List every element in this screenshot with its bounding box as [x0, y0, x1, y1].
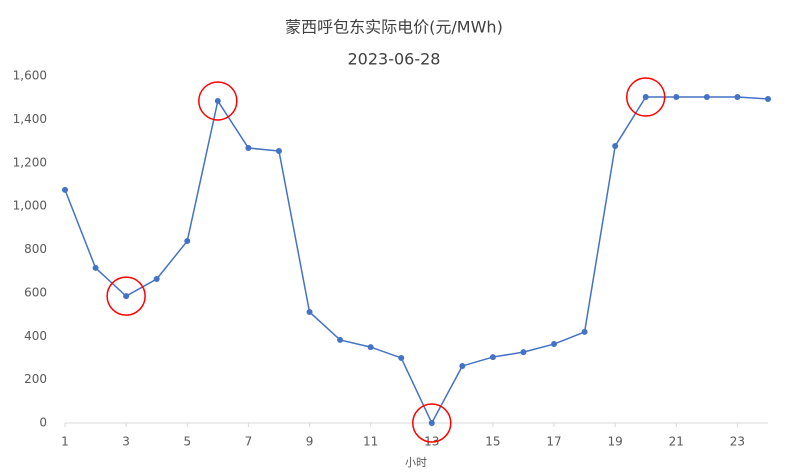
- point: [520, 349, 527, 356]
- highlight-circle: [198, 81, 238, 121]
- x-tick-label: 1: [61, 435, 69, 449]
- point: [612, 143, 619, 150]
- x-tick-label: 9: [306, 435, 314, 449]
- x-tick-label: 5: [183, 435, 191, 449]
- point: [123, 293, 130, 300]
- point: [92, 264, 99, 271]
- point: [184, 238, 191, 245]
- point: [459, 362, 466, 369]
- point: [337, 336, 344, 343]
- x-tick-label: 19: [608, 435, 623, 449]
- point: [214, 97, 221, 104]
- y-tick-label: 1,600: [13, 69, 47, 83]
- point: [734, 94, 741, 101]
- x-tick-label: 15: [485, 435, 500, 449]
- line: [64, 96, 769, 425]
- y-tick-label: 800: [24, 242, 47, 256]
- x-tick-label: 23: [730, 435, 745, 449]
- point: [765, 95, 771, 102]
- x-tick-label: 3: [122, 435, 130, 449]
- x-tick-label: 11: [363, 435, 378, 449]
- point: [428, 420, 435, 426]
- point: [306, 308, 313, 315]
- point: [398, 354, 405, 361]
- point: [153, 275, 160, 282]
- point: [551, 341, 558, 348]
- chart-title: 蒙西呼包东实际电价(元/MWh): [285, 18, 503, 37]
- point: [489, 354, 496, 361]
- y-tick-label: 1,200: [13, 155, 47, 169]
- x-tick-label: 7: [245, 435, 253, 449]
- x-axis-label: 小时: [405, 456, 427, 469]
- y-tick-label: 400: [24, 329, 47, 343]
- y-tick-label: 1,400: [13, 112, 47, 126]
- chart-subtitle: 2023-06-28: [348, 50, 441, 69]
- point: [275, 148, 282, 155]
- point: [642, 94, 649, 101]
- highlight-circle: [106, 276, 146, 316]
- y-tick-label: 600: [24, 285, 47, 299]
- point: [367, 344, 374, 351]
- point: [245, 145, 252, 152]
- y-tick-label: 200: [24, 372, 47, 386]
- highlight-circle: [412, 403, 452, 443]
- point: [673, 94, 680, 101]
- y-tick-label: 1,000: [13, 199, 47, 213]
- x-tick-label: 21: [669, 435, 684, 449]
- point: [581, 328, 588, 335]
- point: [62, 186, 68, 193]
- x-tick-label: 17: [546, 435, 561, 449]
- highlight-circle: [625, 77, 666, 117]
- point: [703, 94, 710, 101]
- y-tick-label: 0: [39, 416, 47, 430]
